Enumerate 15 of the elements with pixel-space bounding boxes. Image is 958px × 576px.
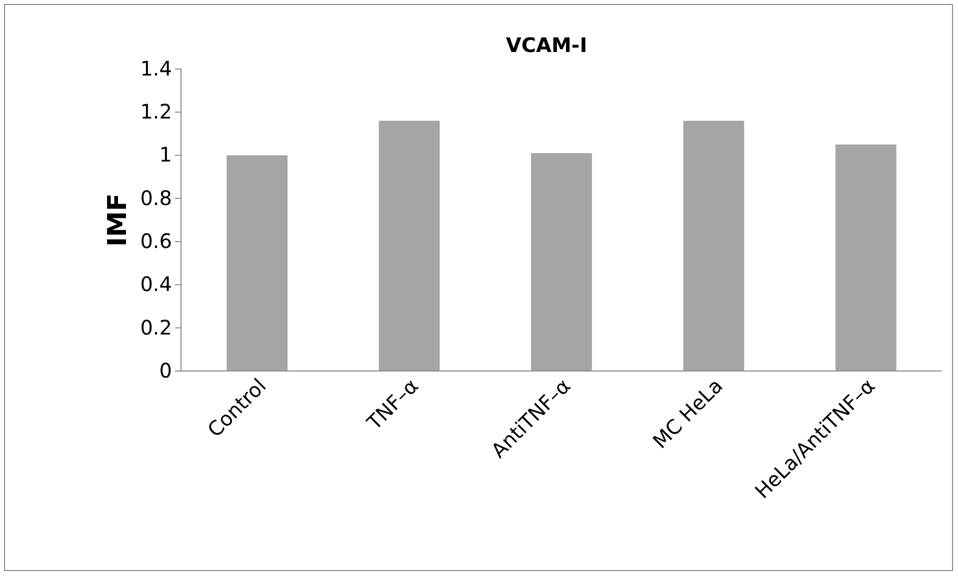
y-tick-label: 0.6: [140, 228, 172, 253]
y-tick-label: 0.8: [140, 186, 172, 210]
bar: [531, 153, 592, 371]
y-tick-label: 1: [159, 142, 172, 167]
y-tick-label: 0.2: [140, 315, 172, 340]
y-tick-label: 0: [159, 358, 172, 382]
bar: [226, 155, 288, 371]
y-tick-label: 1.4: [140, 56, 172, 80]
y-axis-title: IMF: [103, 193, 133, 247]
bar: [378, 120, 440, 371]
y-tick-label: 0.4: [140, 272, 172, 296]
bar: [683, 120, 744, 371]
y-tick-label: 1.2: [140, 100, 172, 124]
chart-title: VCAM-I: [506, 33, 588, 57]
bar: [835, 144, 896, 371]
